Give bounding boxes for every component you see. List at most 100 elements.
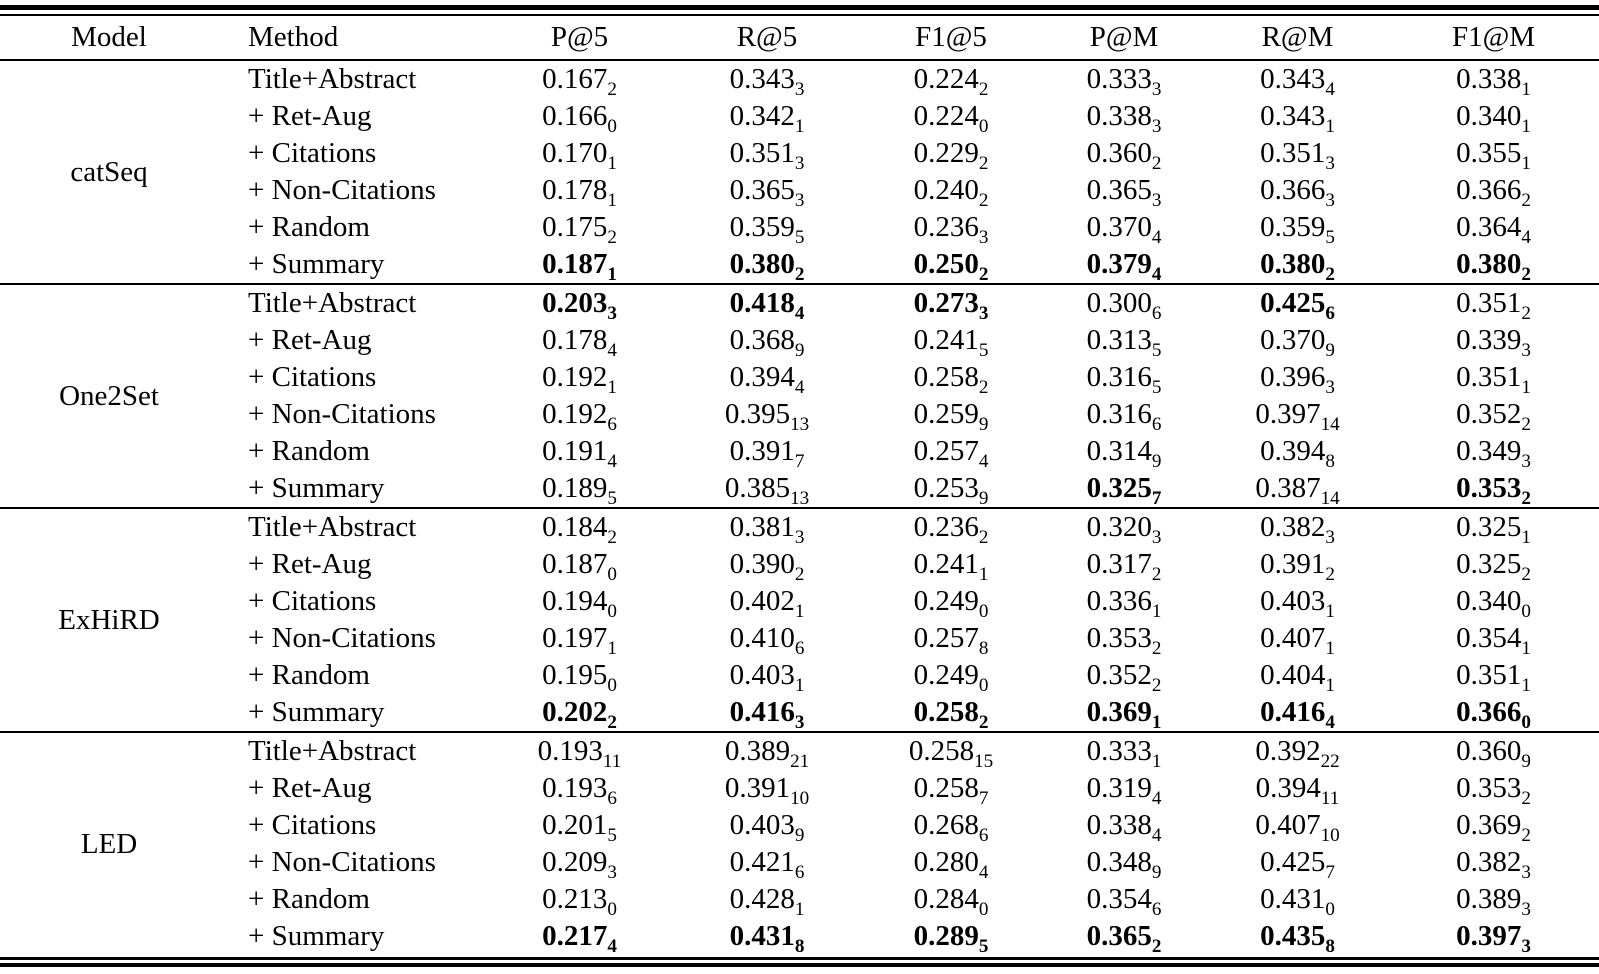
metric-stddev-subscript: 6 [1151, 302, 1162, 324]
metric-value: 0.257 [913, 435, 979, 467]
metric-cell: 0.1936 [486, 770, 673, 808]
model-cell: ExHiRD [58, 603, 160, 636]
metric-value: 0.351 [1456, 287, 1522, 319]
table-row: + Summary 0.2022 0.4163 0.2582 0.3691 0.4164 0… [0, 694, 1599, 732]
metric-stddev-subscript: 0 [1521, 600, 1531, 622]
table-row: + Non-Citations 0.1781 0.3653 0.2402 0.3653 0… [0, 172, 1599, 211]
metric-stddev-subscript: 1 [607, 152, 617, 174]
metric-stddev-subscript: 3 [1151, 115, 1162, 137]
metric-value: 0.360 [1086, 137, 1152, 169]
metric-stddev-subscript: 6 [794, 637, 805, 659]
metric-stddev-subscript: 2 [1325, 263, 1335, 285]
metric-stddev-subscript: 7 [978, 787, 989, 809]
metric-cell: 0.2015 [486, 807, 673, 845]
metric-stddev-subscript: 8 [1325, 935, 1335, 957]
metric-cell: 0.2292 [861, 135, 1041, 173]
metric-stddev-subscript: 3 [1151, 189, 1162, 211]
metric-value: 0.431 [1260, 883, 1326, 915]
metric-value: 0.351 [729, 137, 795, 169]
metric-stddev-subscript: 4 [1521, 226, 1531, 248]
col-header-model: Model [71, 21, 147, 53]
metric-value: 0.369 [1456, 809, 1522, 841]
metric-value: 0.241 [913, 324, 979, 356]
metric-cell: 0.3823 [1388, 844, 1599, 883]
metric-cell: 0.3653 [1041, 172, 1207, 211]
metric-value: 0.240 [913, 174, 979, 206]
metric-value: 0.428 [729, 883, 795, 915]
metric-stddev-subscript: 5 [607, 487, 617, 509]
metric-stddev-subscript: 2 [607, 78, 617, 100]
metric-cell: 0.3512 [1388, 284, 1599, 323]
metric-stddev-subscript: 2 [1151, 674, 1162, 696]
table-row: + Random 0.2130 0.4281 0.2840 0.3546 0.4310 0.… [0, 881, 1599, 920]
metric-cell: 0.3493 [1388, 433, 1599, 471]
metric-stddev-subscript: 1 [1521, 674, 1531, 696]
metric-cell: 0.3902 [673, 546, 861, 584]
metric-value: 0.403 [729, 659, 795, 691]
metric-stddev-subscript: 14 [1320, 487, 1340, 509]
metric-value: 0.421 [729, 846, 795, 878]
method-cell: Title+Abstract [248, 287, 417, 319]
metric-value: 0.365 [1086, 174, 1152, 206]
col-header-f1-at-m: F1@M [1451, 21, 1536, 53]
table-row: + Random 0.1950 0.4031 0.2490 0.3522 0.4041 0.… [0, 657, 1599, 696]
metric-cell: 0.3794 [1041, 246, 1207, 284]
metric-cell: 0.4257 [1207, 844, 1388, 882]
metric-cell: 0.1660 [486, 98, 673, 136]
table-row: + Ret-Aug 0.1870 0.3902 0.2411 0.3172 0.3912 0… [0, 546, 1599, 584]
metric-cell: 0.1971 [486, 620, 673, 658]
metric-value: 0.392 [1255, 735, 1321, 767]
metric-stddev-subscript: 3 [1151, 78, 1162, 100]
metric-cell: 0.3522 [1041, 657, 1207, 696]
metric-value: 0.178 [542, 324, 608, 356]
metric-value: 0.316 [1086, 398, 1152, 430]
metric-stddev-subscript: 2 [607, 711, 617, 733]
header-row: Model Method P@5 R@5 F1@5 P@M R@M F1@M [0, 16, 1599, 60]
metric-stddev-subscript: 0 [607, 898, 617, 920]
method-cell: + Non-Citations [248, 398, 436, 430]
metric-cell: 0.3691 [1041, 694, 1207, 732]
method-cell: + Citations [248, 585, 377, 617]
metric-stddev-subscript: 5 [1151, 376, 1162, 398]
metric-cell: 0.3135 [1041, 322, 1207, 361]
metric-stddev-subscript: 11 [1320, 787, 1340, 809]
metric-stddev-subscript: 2 [607, 526, 617, 548]
metric-value: 0.397 [1456, 920, 1522, 952]
table-bottom-rule-thick [0, 963, 1599, 967]
metric-value: 0.333 [1086, 63, 1152, 95]
metric-stddev-subscript: 2 [607, 226, 617, 248]
metric-cell: 0.2402 [861, 172, 1041, 210]
metric-value: 0.187 [542, 248, 608, 280]
metric-stddev-subscript: 4 [794, 376, 805, 398]
metric-stddev-subscript: 2 [978, 78, 989, 100]
metric-stddev-subscript: 3 [978, 226, 989, 248]
metric-cell: 0.3802 [1207, 246, 1388, 284]
metric-stddev-subscript: 4 [1151, 787, 1162, 809]
metric-value: 0.353 [1456, 472, 1522, 504]
metric-cell: 0.3662 [1388, 172, 1599, 210]
metric-cell: 0.2362 [861, 508, 1041, 547]
metric-value: 0.201 [542, 809, 608, 841]
metric-cell: 0.4163 [673, 694, 861, 732]
metric-stddev-subscript: 5 [1151, 339, 1162, 361]
metric-stddev-subscript: 2 [794, 263, 805, 285]
metric-cell: 0.4358 [1207, 918, 1388, 957]
metric-value: 0.258 [913, 772, 979, 804]
table-row: + Summary 0.1895 0.38513 0.2539 0.3257 0.3871… [0, 470, 1599, 508]
metric-value: 0.394 [729, 361, 795, 393]
metric-cell: 0.1914 [486, 433, 673, 471]
metric-stddev-subscript: 10 [790, 787, 810, 809]
table-row: + Non-Citations 0.1926 0.39513 0.2599 0.3166… [0, 396, 1599, 434]
metric-value: 0.236 [913, 211, 979, 243]
metric-value: 0.366 [1260, 174, 1326, 206]
metric-stddev-subscript: 0 [978, 898, 989, 920]
metric-stddev-subscript: 1 [794, 898, 805, 920]
metric-stddev-subscript: 3 [1521, 861, 1531, 883]
method-cell: + Random [248, 659, 370, 691]
metric-cell: 0.3663 [1207, 172, 1388, 210]
metric-value: 0.385 [724, 472, 791, 504]
metric-cell: 0.2490 [861, 657, 1041, 695]
metric-value: 0.390 [729, 548, 795, 580]
table-row: + Ret-Aug 0.1936 0.39110 0.2587 0.3194 0.3941… [0, 770, 1599, 809]
metric-value: 0.197 [542, 622, 608, 654]
